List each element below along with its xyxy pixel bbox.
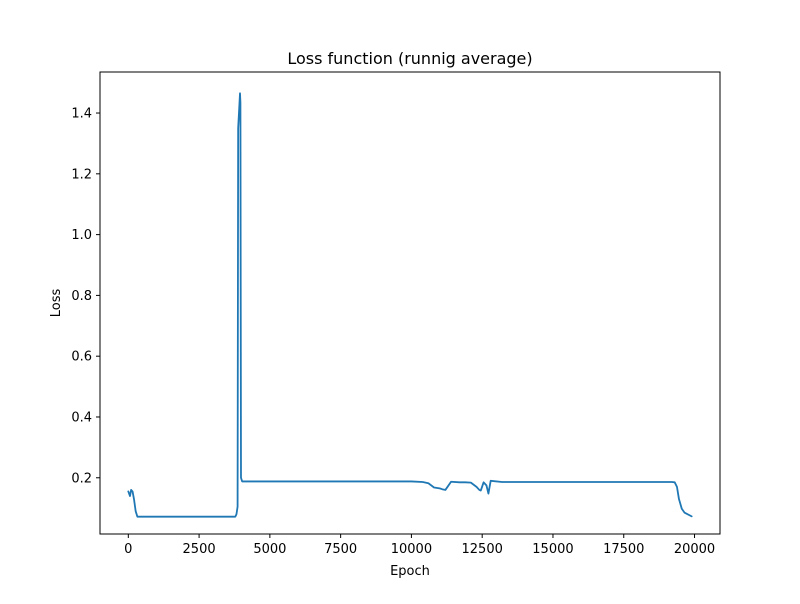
x-axis-label: Epoch: [390, 564, 430, 579]
y-tick-label: 1.4: [71, 107, 92, 122]
y-tick-label: 0.4: [71, 410, 92, 425]
y-tick-label: 1.0: [71, 228, 92, 243]
y-axis: 0.2 0.4 0.6 0.8 1.0 1.2 1.4: [71, 107, 100, 486]
plot-frame: [99, 71, 721, 535]
x-axis: 0 2500 5000 7500 10000 12500 15000 17500 20000: [124, 534, 715, 557]
x-tick-label: 12500: [462, 542, 503, 557]
y-tick-label: 0.2: [71, 471, 92, 486]
x-tick-label: 2500: [183, 542, 216, 557]
x-tick-label: 7500: [324, 542, 357, 557]
y-tick-label: 1.2: [71, 167, 92, 182]
series-line-0: [127, 92, 693, 518]
x-tick-label: 10000: [391, 542, 432, 557]
chart-title: Loss function (runnig average): [287, 49, 532, 68]
x-tick-label: 15000: [532, 542, 573, 557]
x-tick-label: 5000: [253, 542, 286, 557]
y-tick-label: 0.6: [71, 350, 92, 365]
x-tick-label: 17500: [603, 542, 644, 557]
y-axis-label: Loss: [49, 289, 64, 318]
y-tick-label: 0.8: [71, 289, 92, 304]
plot-lines: [127, 92, 693, 518]
x-tick-label: 20000: [674, 542, 715, 557]
x-tick-label: 0: [124, 542, 132, 557]
